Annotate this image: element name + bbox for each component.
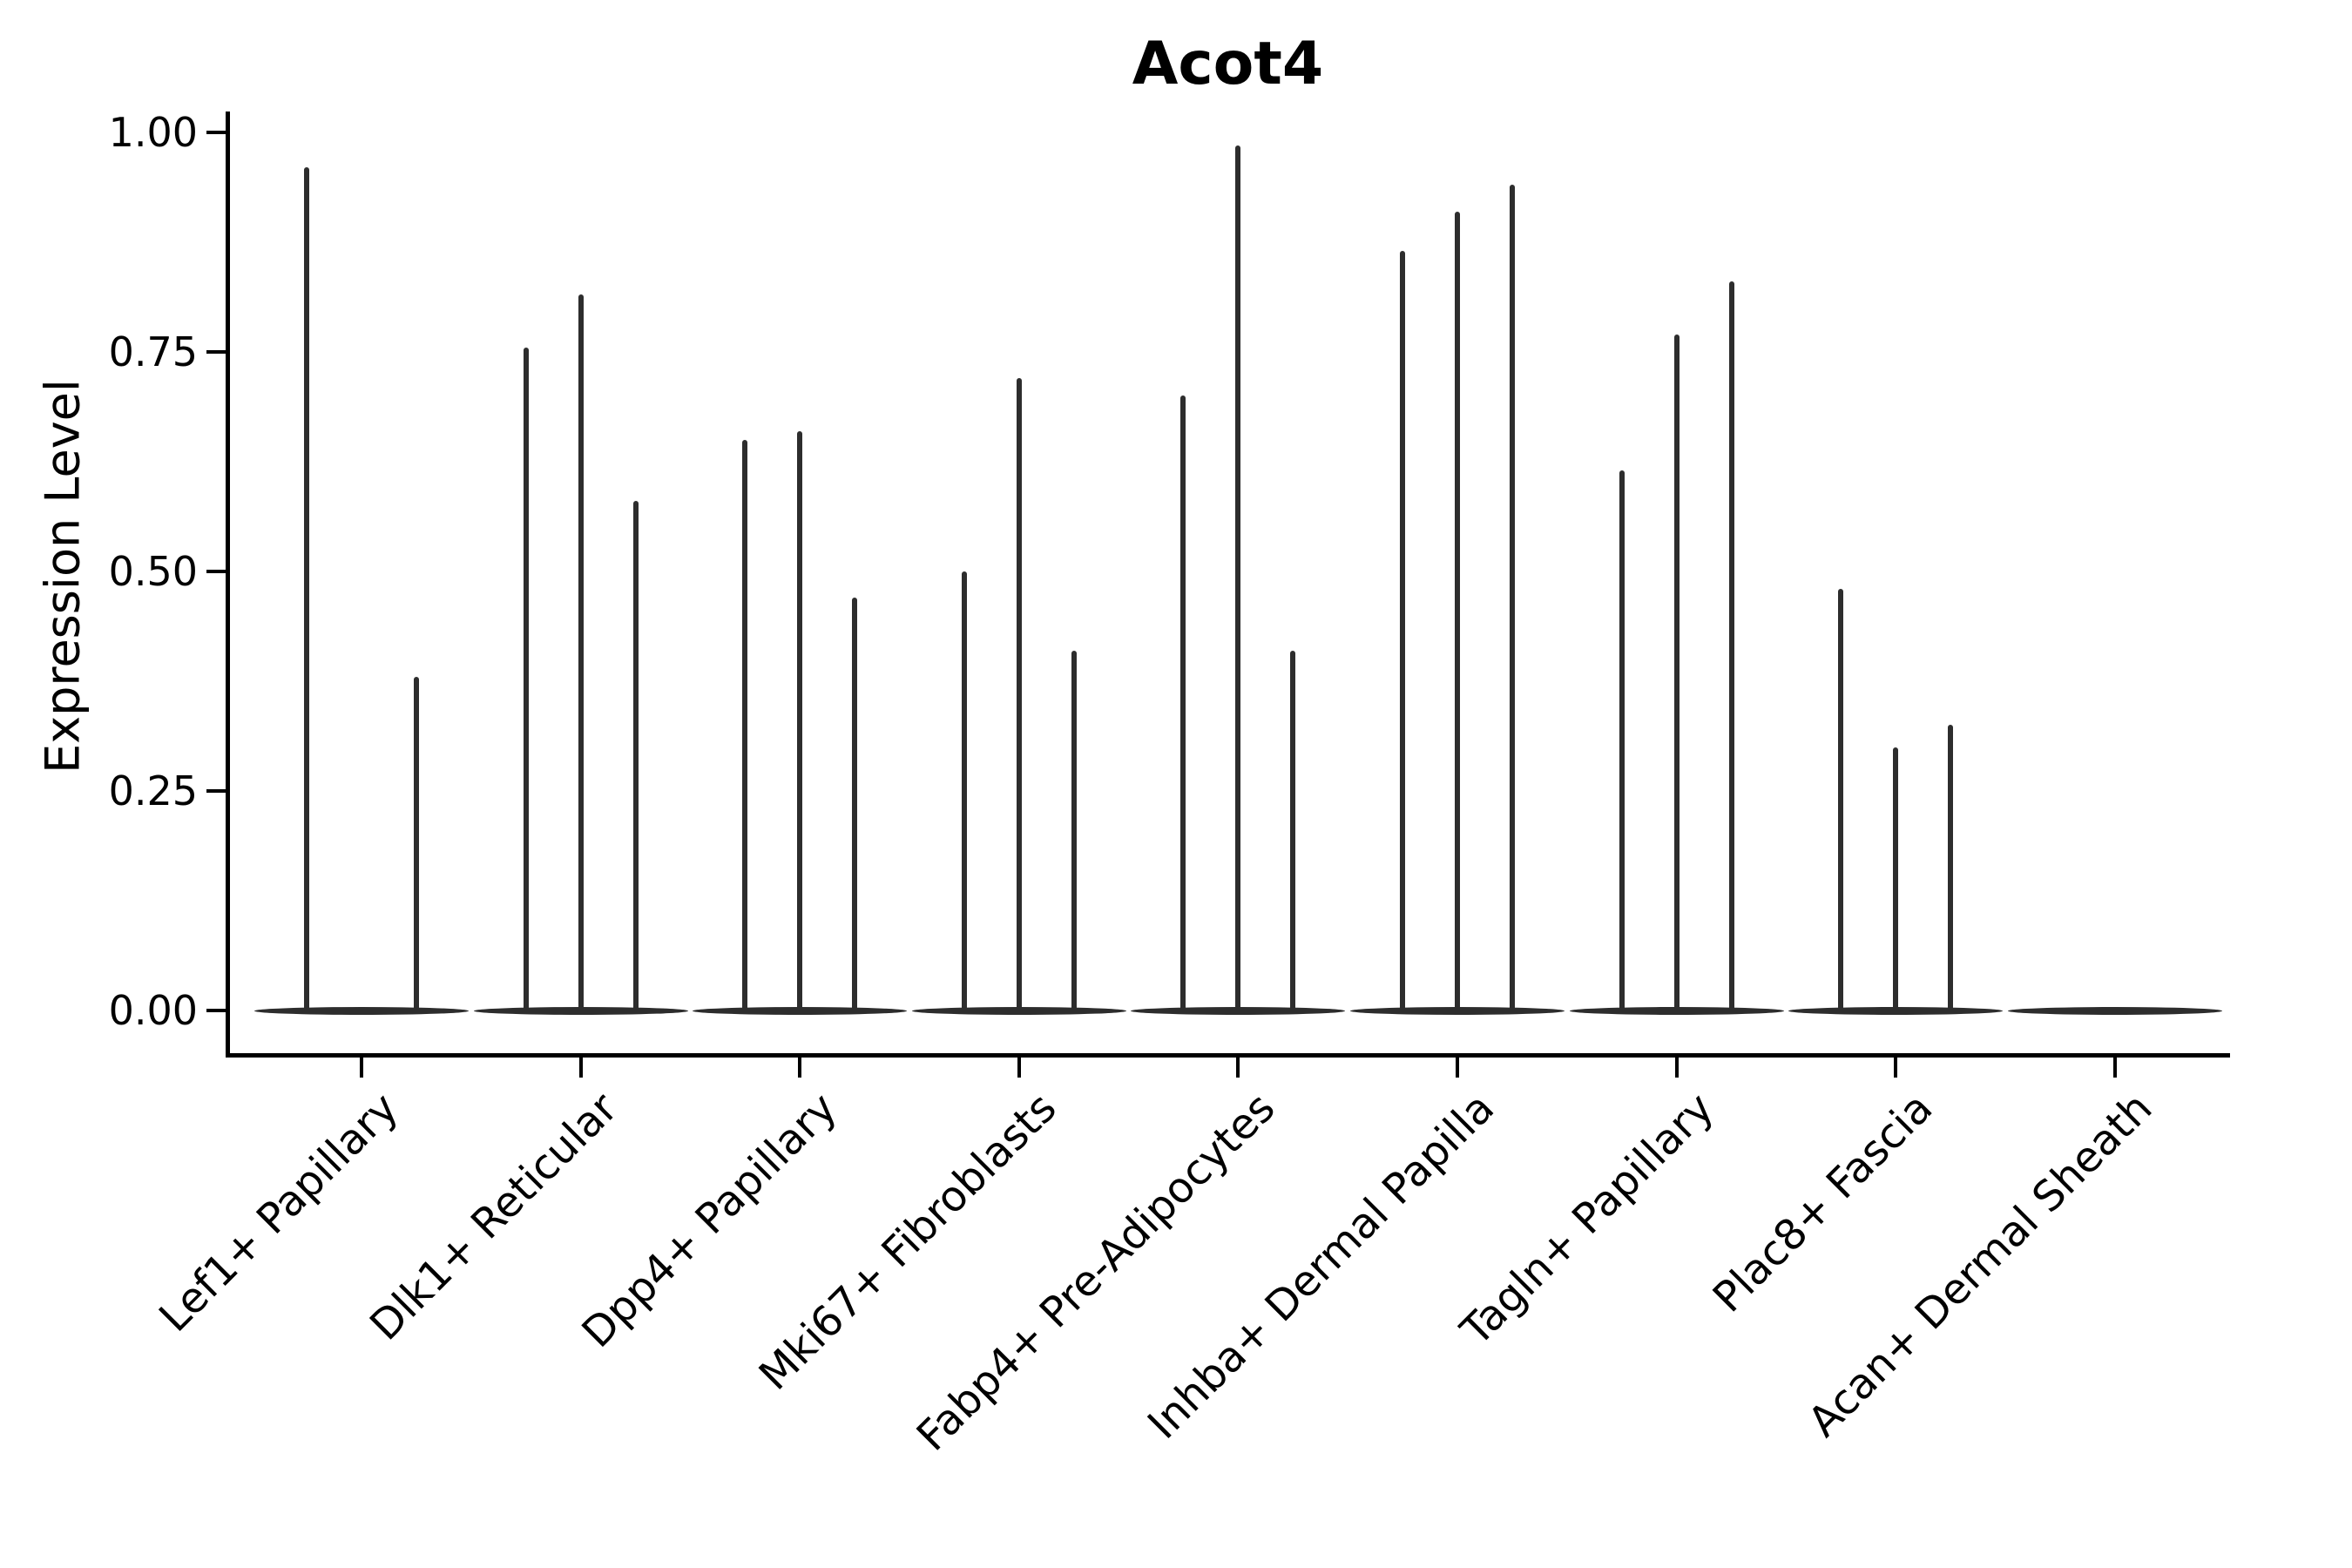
y-axis-spine [226, 112, 230, 1058]
violin-density-spike [1948, 725, 1954, 1012]
violin-density-spike [1893, 747, 1899, 1012]
violin-density-spike [578, 294, 584, 1012]
x-tick-mark [1674, 1058, 1679, 1078]
violin-density-spike [1071, 650, 1077, 1012]
y-tick-label: 0.25 [108, 767, 198, 814]
x-tick-mark [1236, 1058, 1240, 1078]
violin-density-spike [1838, 589, 1844, 1012]
x-axis-spine [226, 1053, 2230, 1058]
violin-density-spike [1290, 650, 1296, 1012]
violin-density-spike [523, 347, 529, 1012]
y-tick-label: 1.00 [108, 109, 198, 156]
y-tick-label: 0.00 [108, 987, 198, 1034]
y-tick-mark [206, 1009, 226, 1012]
x-tick-label: Lef1+ Papillary [150, 1083, 409, 1342]
violin-density-spike [1673, 334, 1680, 1012]
y-tick-mark [206, 350, 226, 354]
violin-density-spike [852, 598, 858, 1012]
violin-density-spike [632, 501, 639, 1012]
violin-density-spike [1455, 211, 1460, 1012]
chart-title: Acot4 [1132, 30, 1324, 98]
x-tick-mark [2112, 1058, 2117, 1078]
x-tick-mark [798, 1058, 802, 1078]
violin-density-spike [961, 571, 967, 1012]
violin-density-spike [797, 430, 803, 1012]
violin-density-spike [304, 167, 309, 1012]
x-tick-mark [578, 1058, 583, 1078]
x-tick-mark [360, 1058, 363, 1078]
violin-body [254, 1006, 469, 1015]
x-tick-mark [1894, 1058, 1898, 1078]
violin-density-spike [1728, 281, 1734, 1012]
y-tick-label: 0.50 [108, 548, 198, 595]
x-tick-mark [1017, 1058, 1021, 1078]
violin-density-spike [1619, 470, 1625, 1012]
violin-body [2007, 1006, 2222, 1015]
violin-density-spike [1400, 251, 1405, 1012]
x-tick-label: Fabp4+ Pre-Adipocytes [908, 1083, 1285, 1461]
y-tick-label: 0.75 [108, 328, 198, 375]
x-tick-mark [1456, 1058, 1459, 1078]
violin-density-spike [1510, 185, 1515, 1012]
violin-density-spike [1235, 145, 1241, 1012]
x-tick-label: Plac8+ Fascia [1704, 1083, 1943, 1322]
violin-density-spike [1016, 378, 1022, 1012]
y-tick-mark [206, 570, 226, 573]
violin-density-spike [742, 439, 748, 1012]
y-tick-mark [206, 789, 226, 793]
violin-density-spike [414, 676, 419, 1012]
violin-density-spike [1180, 395, 1186, 1012]
y-tick-mark [206, 131, 226, 134]
